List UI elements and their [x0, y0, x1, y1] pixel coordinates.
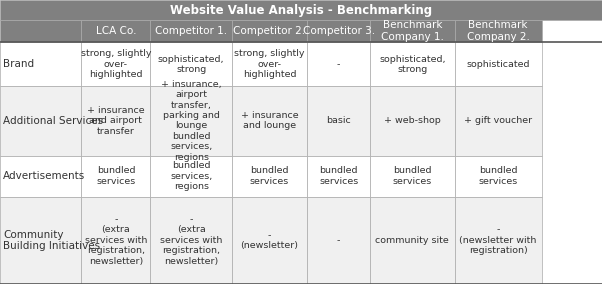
Bar [0, 86, 81, 156]
Bar [150, 42, 232, 86]
Bar [0, 0, 602, 20]
Bar [150, 86, 232, 156]
Bar [307, 156, 370, 197]
Text: sophisticated,
strong: sophisticated, strong [158, 55, 225, 74]
Bar [150, 156, 232, 197]
Text: Competitor 2.: Competitor 2. [234, 26, 305, 36]
Text: sophisticated,
strong: sophisticated, strong [379, 55, 445, 74]
Bar [0, 42, 81, 86]
Text: -: - [337, 236, 340, 245]
Bar [370, 197, 455, 284]
Text: + insurance
and lounge: + insurance and lounge [241, 111, 298, 130]
Bar [81, 86, 150, 156]
Bar [307, 20, 370, 42]
Text: + gift voucher: + gift voucher [464, 116, 532, 125]
Bar [232, 20, 307, 42]
Text: Website Value Analysis - Benchmarking: Website Value Analysis - Benchmarking [170, 3, 432, 16]
Bar [307, 197, 370, 284]
Bar [455, 42, 542, 86]
Bar [232, 86, 307, 156]
Bar [81, 42, 150, 86]
Text: bundled
services: bundled services [479, 166, 518, 186]
Bar [455, 156, 542, 197]
Bar [455, 86, 542, 156]
Text: Additional Services: Additional Services [3, 116, 103, 126]
Bar [307, 42, 370, 86]
Bar [307, 86, 370, 156]
Text: strong, slightly
over-
highlighted: strong, slightly over- highlighted [81, 49, 151, 79]
Text: sophisticated: sophisticated [467, 60, 530, 69]
Bar [81, 197, 150, 284]
Bar [150, 20, 232, 42]
Text: bundled
services: bundled services [393, 166, 432, 186]
Text: -
(newsletter): - (newsletter) [240, 231, 299, 250]
Bar [150, 197, 232, 284]
Bar [370, 20, 455, 42]
Bar [0, 197, 81, 284]
Text: -
(extra
services with
registration,
newsletter): - (extra services with registration, new… [85, 215, 147, 266]
Bar [455, 20, 542, 42]
Text: strong, slightly
over-
highlighted: strong, slightly over- highlighted [234, 49, 305, 79]
Text: + insurance
and airport
transfer: + insurance and airport transfer [87, 106, 144, 136]
Text: Competitor 1.: Competitor 1. [155, 26, 227, 36]
Text: bundled
services: bundled services [96, 166, 135, 186]
Text: community site: community site [376, 236, 449, 245]
Text: -
(extra
services with
registration,
newsletter): - (extra services with registration, new… [160, 215, 222, 266]
Text: + insurance,
airport
transfer,
parking and
lounge
bundled
services,
regions: + insurance, airport transfer, parking a… [161, 80, 222, 162]
Text: Competitor 3.: Competitor 3. [303, 26, 374, 36]
Bar [232, 42, 307, 86]
Bar [81, 156, 150, 197]
Bar [232, 197, 307, 284]
Bar [370, 42, 455, 86]
Text: Community
Building Initiatives: Community Building Initiatives [3, 229, 100, 251]
Text: bundled
services: bundled services [319, 166, 358, 186]
Text: Benchmark
Company 2.: Benchmark Company 2. [467, 20, 530, 42]
Text: bundled
services: bundled services [250, 166, 289, 186]
Bar [0, 156, 81, 197]
Bar [81, 20, 150, 42]
Bar [232, 156, 307, 197]
Text: basic: basic [326, 116, 351, 125]
Text: Advertisements: Advertisements [3, 171, 85, 181]
Text: bundled
services,
regions: bundled services, regions [170, 161, 213, 191]
Text: -: - [337, 60, 340, 69]
Bar [370, 156, 455, 197]
Bar [455, 197, 542, 284]
Text: Brand: Brand [3, 59, 34, 69]
Bar [0, 20, 81, 42]
Text: Benchmark
Company 1.: Benchmark Company 1. [381, 20, 444, 42]
Text: + web-shop: + web-shop [384, 116, 441, 125]
Text: LCA Co.: LCA Co. [96, 26, 136, 36]
Bar [370, 86, 455, 156]
Text: -
(newsletter with
registration): - (newsletter with registration) [459, 225, 537, 255]
